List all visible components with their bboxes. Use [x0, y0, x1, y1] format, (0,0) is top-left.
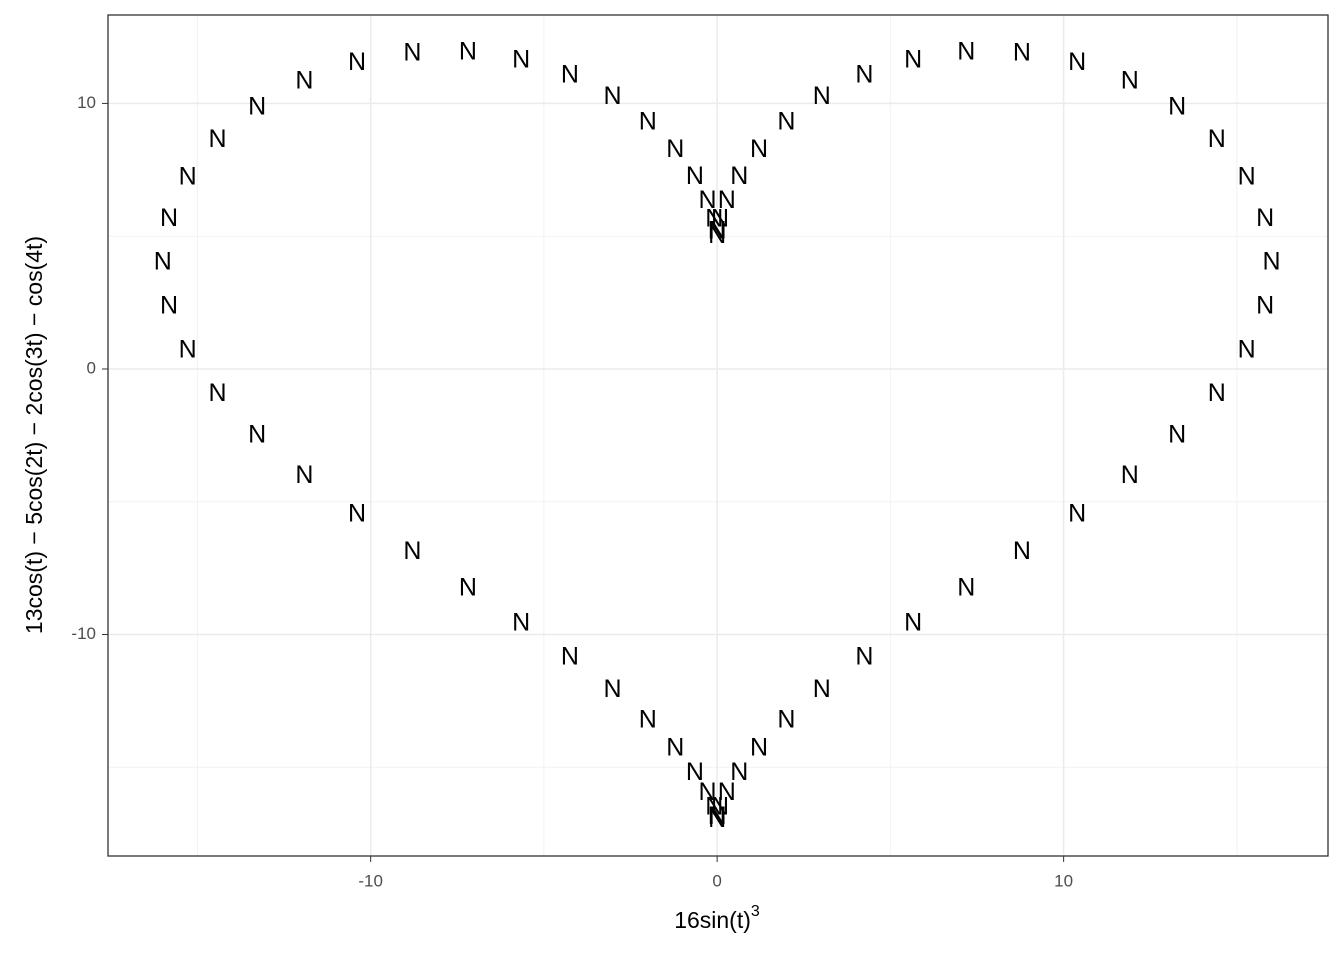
point-label: N — [813, 82, 831, 110]
point-label: N — [512, 609, 530, 637]
y-axis-title: 13cos(t) − 5cos(2t) − 2cos(3t) − cos(4t) — [21, 236, 47, 634]
point-label: N — [403, 39, 421, 67]
point-label: N — [777, 108, 795, 136]
point-label: N — [730, 162, 748, 190]
point-label: N — [403, 537, 421, 565]
point-label: N — [718, 186, 736, 214]
point-label: N — [1262, 247, 1280, 275]
x-tick-label: -10 — [358, 871, 383, 890]
point-label: N — [1208, 125, 1226, 153]
point-label: N — [1121, 461, 1139, 489]
point-label: N — [699, 186, 717, 214]
panel-border — [107, 14, 1329, 857]
point-label: N — [1068, 48, 1086, 76]
x-axis-title-superscript: 3 — [751, 903, 760, 920]
point-label: N — [705, 793, 723, 821]
point-label: N — [666, 733, 684, 761]
point-label: N — [813, 675, 831, 703]
point-label: N — [639, 706, 657, 734]
y-tick-label: -10 — [71, 624, 96, 643]
point-label: N — [179, 336, 197, 364]
x-axis-title: 16sin(t)3 — [674, 903, 760, 933]
point-label: N — [708, 217, 726, 245]
point-label: N — [295, 461, 313, 489]
point-label: N — [1256, 204, 1274, 232]
point-label: N — [750, 733, 768, 761]
point-label: N — [459, 38, 477, 66]
point-label: N — [708, 802, 726, 830]
point-label: N — [686, 758, 704, 786]
point-label: N — [855, 643, 873, 671]
point-label: N — [708, 805, 726, 833]
point-label: N — [348, 500, 366, 528]
x-tick-label: 10 — [1054, 871, 1073, 890]
point-label: N — [1238, 336, 1256, 364]
point-label: N — [639, 108, 657, 136]
y-tick-label: 10 — [77, 93, 96, 112]
point-label: N — [855, 61, 873, 89]
point-label: N — [750, 135, 768, 163]
point-label: N — [708, 802, 726, 830]
point-label: N — [603, 675, 621, 703]
point-label: N — [348, 48, 366, 76]
point-label: N — [1168, 421, 1186, 449]
point-label: N — [160, 204, 178, 232]
y-tick-label: 0 — [87, 358, 96, 377]
point-label: N — [1256, 292, 1274, 320]
point-label: N — [160, 292, 178, 320]
x-tick-label: 0 — [712, 871, 721, 890]
point-label: N — [1238, 163, 1256, 191]
point-label: N — [1013, 39, 1031, 67]
point-label: N — [730, 758, 748, 786]
point-label: N — [957, 38, 975, 66]
point-label: N — [705, 205, 723, 233]
point-label: N — [248, 421, 266, 449]
point-label: N — [561, 643, 579, 671]
point-label: N — [708, 217, 726, 245]
point-label: N — [248, 92, 266, 120]
point-label: N — [459, 573, 477, 601]
point-label: N — [1121, 66, 1139, 94]
point-label: N — [1208, 379, 1226, 407]
point-label: N — [603, 82, 621, 110]
point-label: N — [154, 247, 172, 275]
point-label: N — [708, 221, 726, 249]
point-label: N — [711, 793, 729, 821]
point-label: N — [1068, 500, 1086, 528]
point-label: N — [179, 163, 197, 191]
point-label: N — [295, 66, 313, 94]
point-label: N — [957, 573, 975, 601]
point-label: N — [1013, 537, 1031, 565]
point-label: N — [686, 162, 704, 190]
point-label: N — [777, 706, 795, 734]
point-label: N — [666, 135, 684, 163]
point-label: N — [711, 205, 729, 233]
point-label: N — [718, 778, 736, 806]
point-label: N — [208, 125, 226, 153]
point-label: N — [904, 609, 922, 637]
point-label: N — [512, 45, 530, 73]
point-label: N — [208, 379, 226, 407]
x-axis-title-text: 16sin(t) — [674, 907, 751, 933]
point-label: N — [904, 45, 922, 73]
point-label: N — [699, 778, 717, 806]
point-label: N — [561, 61, 579, 89]
point-label: N — [1168, 92, 1186, 120]
